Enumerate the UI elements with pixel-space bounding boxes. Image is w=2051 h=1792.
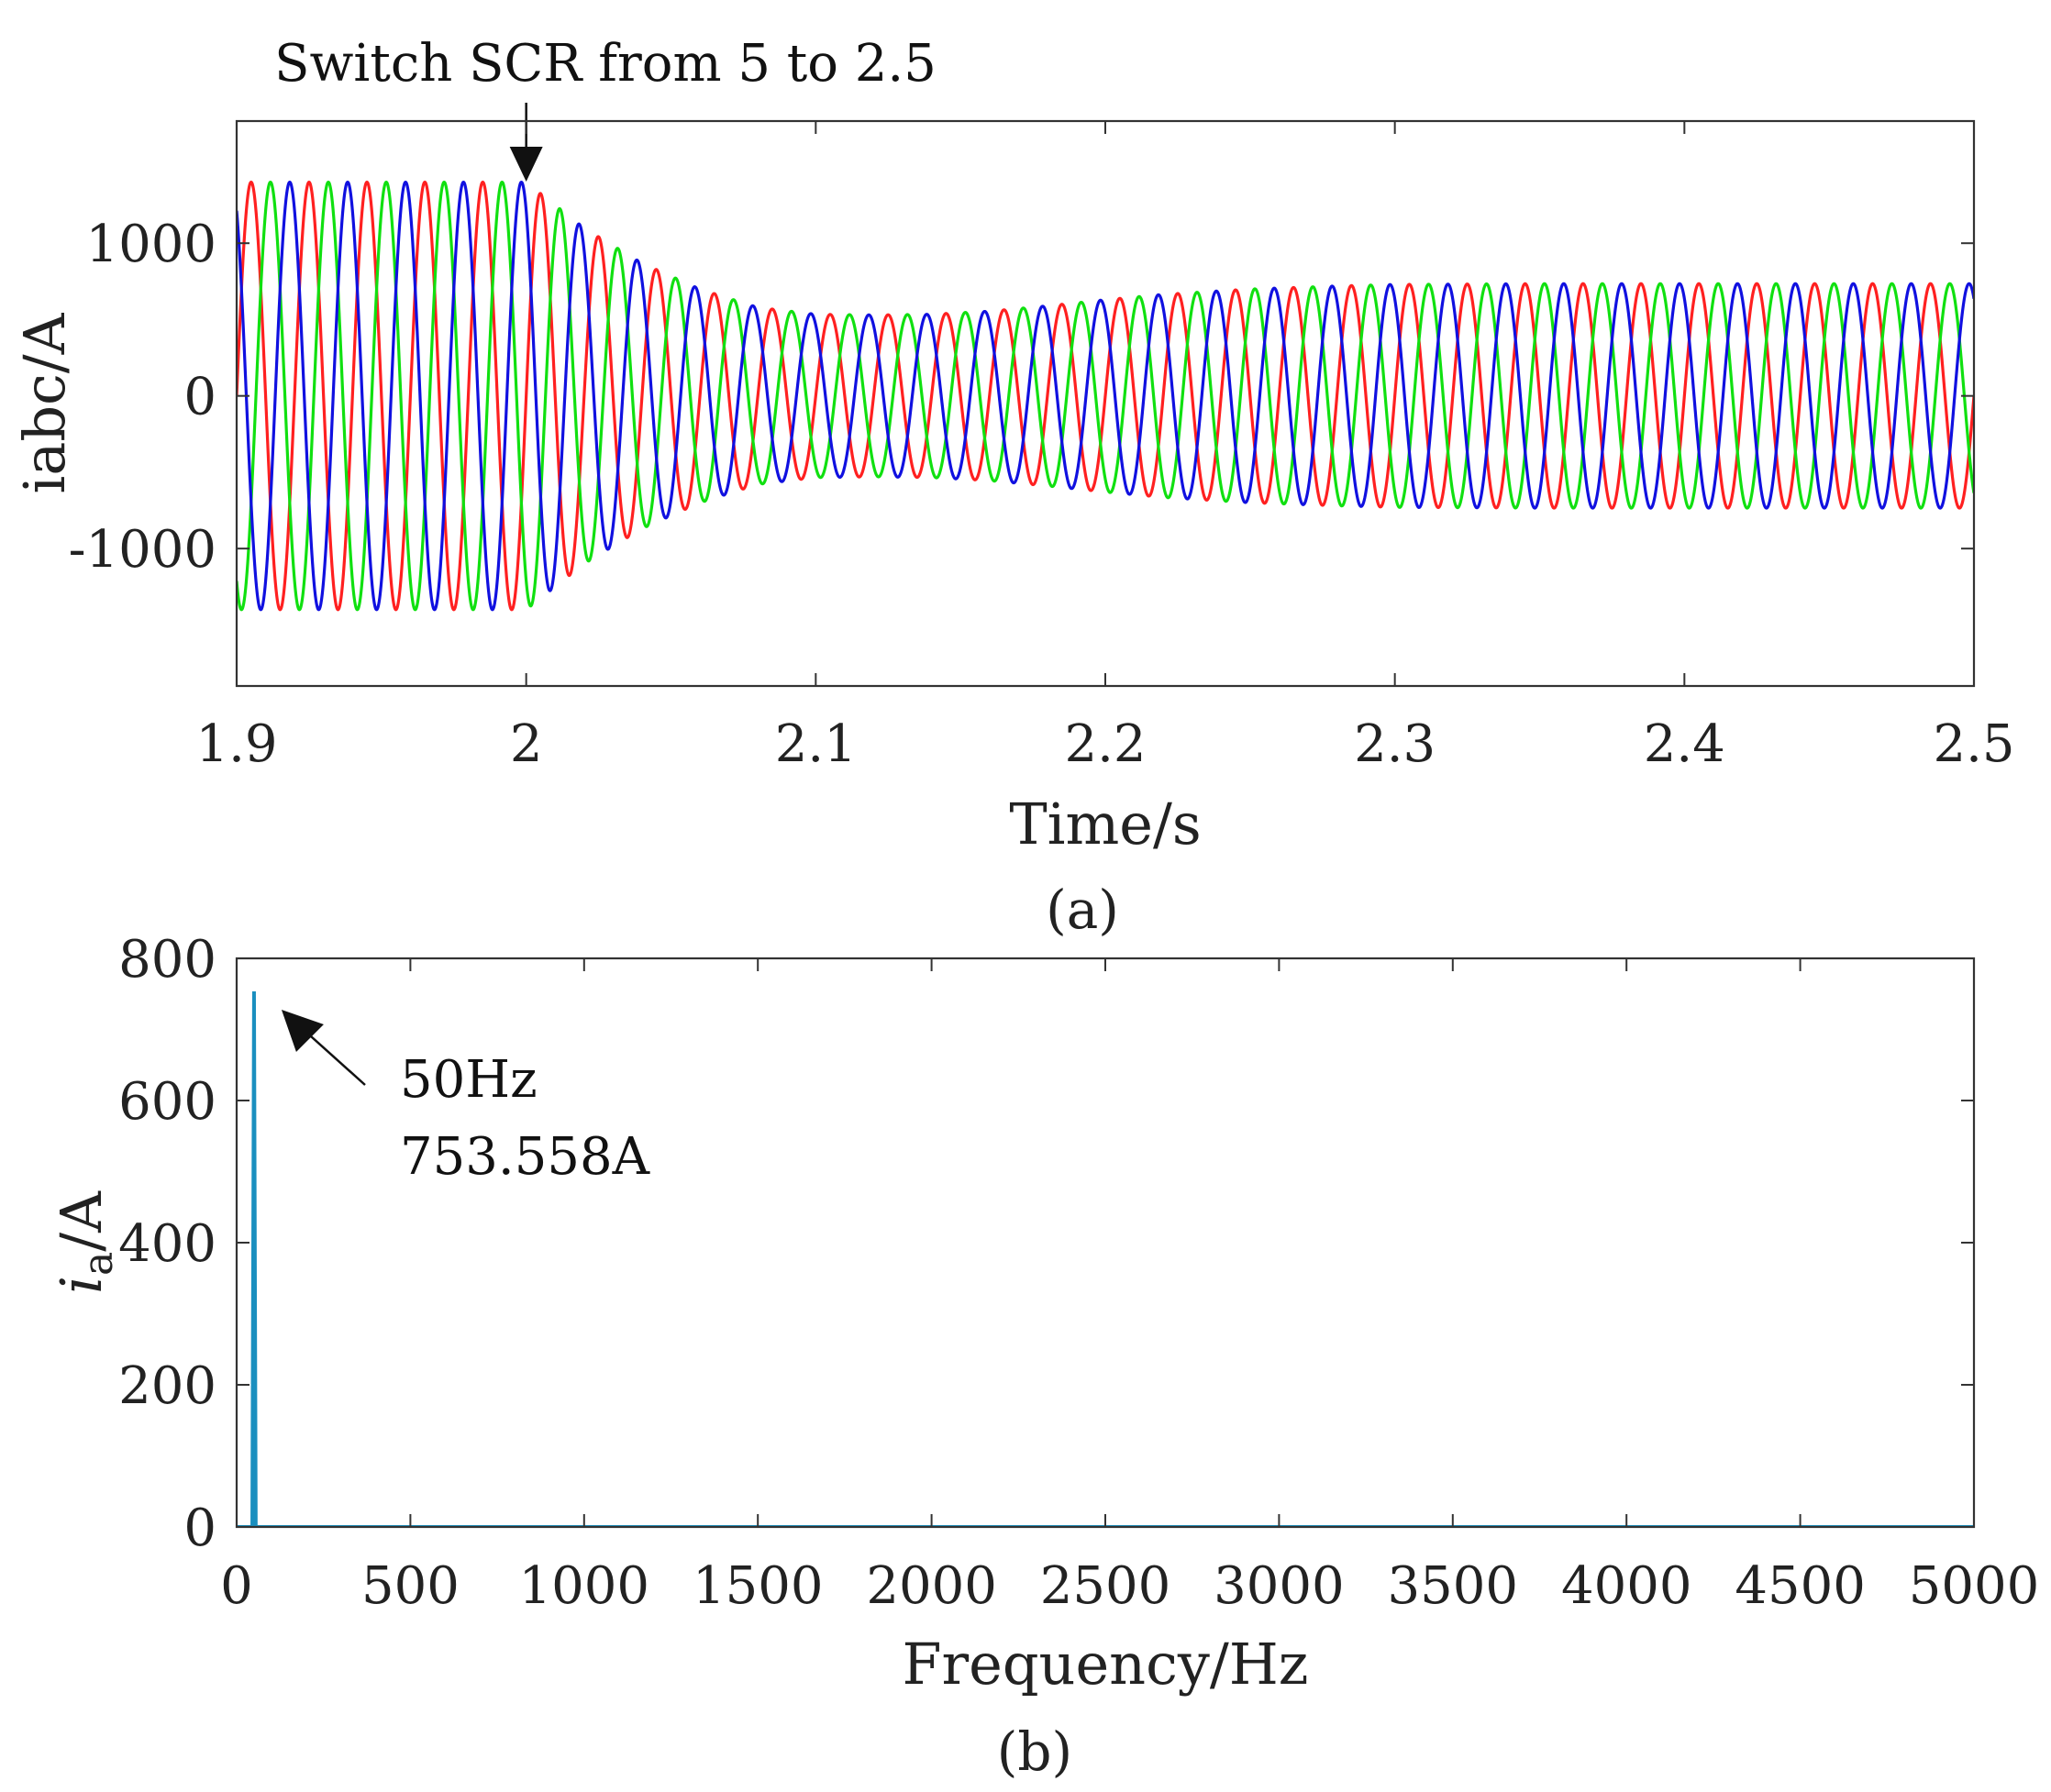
panel-a-y-tick-label: -1000 [69, 520, 216, 580]
panel-b-x-tick-label: 1500 [693, 1556, 824, 1616]
panel-a-y-tick-label: 1000 [85, 215, 216, 274]
panel-b-y-tick-label: 200 [118, 1356, 216, 1416]
panel-b-y-axis-label-main: i [48, 1276, 115, 1294]
panel-b-x-ticks: 0 500 1000 1500 2000 2500 3000 3500 4000 4500 5000 [220, 958, 2039, 1616]
panel-b-x-tick-label: 3500 [1388, 1556, 1519, 1616]
panel-b-x-tick-label: 500 [361, 1556, 460, 1616]
panel-b-plot-area [237, 990, 1974, 1527]
phase-current-line-1 [237, 180, 1974, 612]
panel-a-x-tick-label: 2 [510, 714, 543, 774]
phase-current-line-2 [237, 180, 1974, 612]
panel-b-y-tick-label: 600 [118, 1072, 216, 1132]
panel-b-x-tick-label: 4000 [1561, 1556, 1692, 1616]
panel-a-x-tick-label: 2.4 [1644, 714, 1725, 774]
panel-b-y-tick-label: 0 [183, 1499, 216, 1558]
panel-b-spectrum: 0 500 1000 1500 2000 2500 3000 3500 4000 4500 5000… [48, 930, 2039, 1783]
panel-a-x-axis-label: Time/s [1009, 791, 1201, 857]
panel-a-x-ticks: 1.9 2 2.1 2.2 2.3 2.4 2.5 [195, 121, 2015, 774]
panel-b-y-axis-label: ia/A [48, 1190, 122, 1294]
panel-b-annotation-frequency: 50Hz [400, 1050, 538, 1110]
panel-b-y-axis-label-suffix: /A [48, 1190, 115, 1252]
panel-a-y-axis-label: iabc/A [11, 312, 78, 493]
panel-b-y-ticks: 0 200 400 600 800 [118, 930, 1974, 1558]
panel-a-x-tick-label: 2.1 [775, 714, 857, 774]
panel-b-x-tick-label: 4500 [1735, 1556, 1866, 1616]
panel-b-x-tick-label: 0 [220, 1556, 253, 1616]
spectrum-line [237, 990, 1974, 1527]
panel-b-y-axis-label-sub: a [75, 1252, 122, 1276]
panel-a-x-tick-label: 2.3 [1354, 714, 1436, 774]
panel-b-caption: (b) [997, 1720, 1072, 1783]
panel-b-x-tick-label: 2000 [866, 1556, 997, 1616]
panel-b-annotation-amplitude: 753.558A [400, 1127, 650, 1187]
panel-a-caption: (a) [1046, 879, 1119, 941]
panel-b-y-tick-label: 400 [118, 1214, 216, 1274]
panel-a-y-ticks: 1000 0 -1000 [69, 215, 1974, 580]
panel-b-x-tick-label: 3000 [1214, 1556, 1345, 1616]
panel-a-time-domain: Switch SCR from 5 to 2.5 1.9 2 2.1 2.2 2.3 2.… [11, 34, 2015, 941]
panel-a-annotation-text: Switch SCR from 5 to 2.5 [274, 34, 937, 94]
panel-b-x-axis-label: Frequency/Hz [903, 1631, 1309, 1698]
panel-b-x-tick-label: 2500 [1040, 1556, 1171, 1616]
panel-a-x-tick-label: 1.9 [195, 714, 277, 774]
panel-b-x-tick-label: 5000 [1909, 1556, 2040, 1616]
phase-current-line-3 [237, 180, 1974, 612]
panel-b-annotation-arrow [281, 1009, 366, 1086]
panel-a-plot-area [237, 180, 1974, 612]
panel-b-y-tick-label: 800 [118, 930, 216, 990]
panel-b-axes-frame [235, 957, 1976, 1529]
panel-a-x-tick-label: 2.2 [1064, 714, 1146, 774]
panel-a-x-tick-label: 2.5 [1933, 714, 2014, 774]
panel-b-x-tick-label: 1000 [519, 1556, 650, 1616]
panel-a-y-tick-label: 0 [183, 368, 216, 427]
panel-a-annotation-arrow [509, 103, 543, 182]
